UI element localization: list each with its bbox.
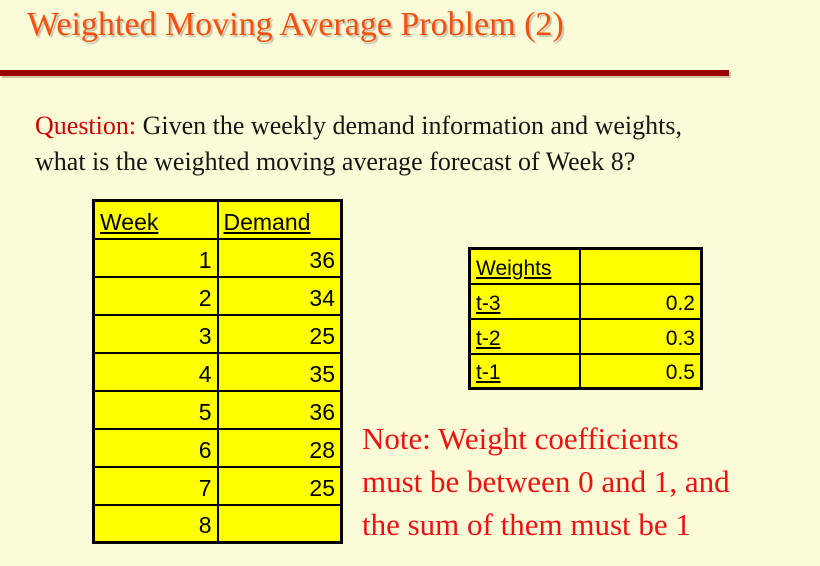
demand-cell: 35 (216, 351, 343, 392)
demand-cell: 25 (216, 465, 343, 506)
weight-lag-cell: t-3 (468, 282, 581, 320)
table-row: 2 34 (92, 275, 343, 316)
note-line: Note: Weight coefficients (362, 421, 679, 456)
weight-lag-cell: t-2 (468, 317, 581, 355)
table-row: t-1 0.5 (468, 352, 703, 390)
week-cell: 3 (92, 313, 219, 354)
week-demand-table: Week Demand 1 36 2 34 3 25 4 35 5 (92, 199, 343, 544)
table-row: 6 28 (92, 427, 343, 468)
week-cell: 6 (92, 427, 219, 468)
table-row: 3 25 (92, 313, 343, 354)
demand-cell: 28 (216, 427, 343, 468)
table-row: 8 (92, 503, 343, 544)
question-label: Question: (35, 111, 137, 140)
demand-cell: 36 (216, 389, 343, 430)
weight-value-cell: 0.2 (578, 282, 703, 320)
weights-column-header: Weights (468, 247, 581, 285)
demand-column-header: Demand (216, 199, 343, 240)
week-cell: 8 (92, 503, 219, 544)
table-row: t-2 0.3 (468, 317, 703, 355)
demand-cell: 36 (216, 237, 343, 278)
week-cell: 2 (92, 275, 219, 316)
table-row: 5 36 (92, 389, 343, 430)
weights-table: Weights t-3 0.2 t-2 0.3 t-1 0.5 (468, 247, 703, 390)
week-cell: 7 (92, 465, 219, 506)
note-line: must be between 0 and 1, and (362, 464, 730, 499)
week-cell: 4 (92, 351, 219, 392)
table-row: 4 35 (92, 351, 343, 392)
weights-header-empty-cell (578, 247, 703, 285)
weight-value-cell: 0.5 (578, 352, 703, 390)
question-paragraph: Question: Given the weekly demand inform… (35, 108, 725, 180)
note-line: the sum of them must be 1 (362, 507, 691, 542)
table-row: 1 36 (92, 237, 343, 278)
weight-lag-cell: t-1 (468, 352, 581, 390)
table-row: t-3 0.2 (468, 282, 703, 320)
slide-title: Weighted Moving Average Problem (2) (27, 6, 564, 43)
week-column-header: Week (92, 199, 219, 240)
title-underline-rule (0, 70, 729, 76)
demand-cell (216, 503, 343, 544)
weights-header-row: Weights (468, 247, 703, 285)
week-table-header-row: Week Demand (92, 199, 343, 240)
table-row: 7 25 (92, 465, 343, 506)
demand-cell: 34 (216, 275, 343, 316)
week-cell: 1 (92, 237, 219, 278)
note-text: Note: Weight coefficients must be betwee… (362, 417, 730, 546)
question-text: Given the weekly demand information and … (35, 111, 682, 176)
week-cell: 5 (92, 389, 219, 430)
weight-value-cell: 0.3 (578, 317, 703, 355)
demand-cell: 25 (216, 313, 343, 354)
